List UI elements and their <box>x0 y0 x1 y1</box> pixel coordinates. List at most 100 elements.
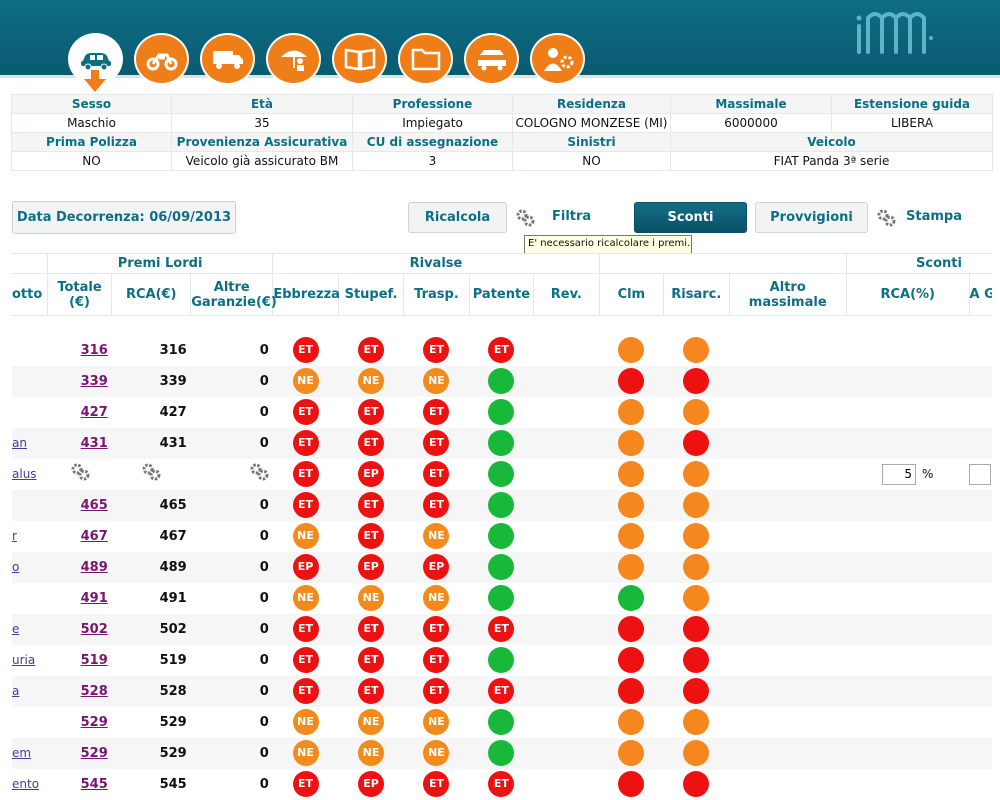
product-name-link[interactable]: an <box>12 435 27 450</box>
col-header-altro-massimale[interactable]: Altro massimale <box>729 273 847 316</box>
col-header-rca[interactable]: RCA(€) <box>111 273 192 316</box>
info-value-professione: Impiegato <box>352 113 513 133</box>
patente-indicator <box>488 585 515 611</box>
sconto-rca-cell <box>846 645 969 676</box>
product-name-link[interactable]: alus <box>12 466 37 481</box>
ebbrezza-cell: NE <box>272 365 339 397</box>
product-name-link[interactable]: em <box>12 745 32 760</box>
altre-cell: 0 <box>190 551 273 583</box>
sconto-altre-cell <box>969 613 992 645</box>
altre-calc-gear-icon[interactable] <box>191 459 273 490</box>
provvigioni-button[interactable]: Provvigioni <box>755 202 868 233</box>
total-link[interactable]: 489 <box>80 559 108 575</box>
altro-massimale-cell <box>729 737 847 769</box>
info-value-residenza: COLOGNO MONZESE (MI) <box>512 113 671 133</box>
product-name-link[interactable]: a <box>12 683 20 698</box>
rev-cell <box>534 397 600 428</box>
stupef-indicator: ET <box>358 430 384 456</box>
clm-cell <box>599 675 664 707</box>
patente-cell <box>469 707 533 738</box>
col-header-sconto-altre[interactable]: A Garan <box>969 273 992 316</box>
stupef-indicator: ET <box>358 678 384 704</box>
info-header-eta: Età <box>171 94 353 114</box>
table-row: 427 427 0 ET ET ET <box>12 397 992 428</box>
total-link[interactable]: 529 <box>80 714 108 730</box>
nav-tab-motorcycle[interactable] <box>134 33 189 85</box>
ebbrezza-cell: ET <box>273 397 338 428</box>
stupef-indicator: NE <box>358 585 384 611</box>
filtra-link[interactable]: Filtra <box>552 209 592 224</box>
col-header-risarc[interactable]: Risarc. <box>663 273 730 316</box>
rca-cell: 339 <box>111 365 191 397</box>
nav-tab-vehicles[interactable] <box>464 33 519 85</box>
total-calc-gear-icon[interactable] <box>47 459 111 490</box>
rca-calc-gear-icon[interactable] <box>112 459 191 490</box>
total-link[interactable]: 528 <box>80 683 108 699</box>
total-link[interactable]: 467 <box>80 528 108 544</box>
total-link[interactable]: 491 <box>80 590 108 606</box>
total-link[interactable]: 545 <box>80 776 108 792</box>
trasp-cell: NE <box>404 521 469 552</box>
product-name-link[interactable]: e <box>12 621 20 636</box>
sconti-button[interactable]: Sconti <box>634 202 747 233</box>
col-header-rev[interactable]: Rev. <box>533 273 600 316</box>
clm-cell <box>599 769 663 800</box>
trasp-indicator: NE <box>423 368 450 394</box>
total-link[interactable]: 339 <box>80 373 108 389</box>
ebbrezza-cell: ET <box>273 335 338 366</box>
product-name-link[interactable]: ento <box>12 776 40 791</box>
col-header-patente[interactable]: Patente <box>469 273 535 316</box>
col-header-trasp[interactable]: Trasp. <box>403 273 470 316</box>
nav-tab-book[interactable] <box>332 33 387 85</box>
product-name-link[interactable]: r <box>12 528 17 543</box>
ebbrezza-indicator: EP <box>292 554 319 580</box>
total-link[interactable]: 502 <box>80 621 108 637</box>
rca-cell: 431 <box>111 427 191 459</box>
ricalcola-button[interactable]: Ricalcola <box>408 202 507 233</box>
product-name-link[interactable]: o <box>12 559 20 574</box>
stampa-gear-icon[interactable] <box>876 208 896 232</box>
patente-cell: ET <box>469 769 533 800</box>
sconto-rca-cell <box>846 583 969 614</box>
total-link[interactable]: 465 <box>80 497 108 513</box>
patente-indicator <box>488 430 515 456</box>
sconto-altre-input[interactable] <box>969 463 992 485</box>
altre-cell: 0 <box>259 714 269 730</box>
nav-tab-person-protection[interactable] <box>266 33 321 85</box>
clm-indicator <box>618 709 645 735</box>
stupef-indicator: NE <box>358 740 384 766</box>
filtra-gear-icon[interactable] <box>515 208 535 232</box>
col-header-clm[interactable]: Clm <box>599 273 665 316</box>
nav-tab-truck[interactable] <box>200 33 255 85</box>
sconto-rca-input[interactable] <box>882 463 917 485</box>
col-header-stupef[interactable]: Stupef. <box>338 273 405 316</box>
altre-cell: 0 <box>190 365 273 397</box>
col-header-ebbrezza[interactable]: Ebbrezza <box>272 273 340 316</box>
sconto-altre-cell <box>969 489 992 521</box>
nav-tab-folder[interactable] <box>398 33 453 85</box>
clm-indicator <box>618 461 645 487</box>
rev-cell <box>534 707 600 738</box>
trasp-cell: ET <box>404 769 469 800</box>
col-header-sconto-rca[interactable]: RCA(%) <box>846 273 970 316</box>
total-link[interactable]: 427 <box>80 404 108 420</box>
trasp-indicator: ET <box>423 399 450 425</box>
table-row: uria 519 519 0 ET ET ET <box>12 645 992 676</box>
total-link[interactable]: 529 <box>80 745 108 761</box>
total-cell: 489 <box>47 551 112 583</box>
altro-massimale-cell <box>729 365 847 397</box>
stupef-indicator: ET <box>358 523 384 549</box>
total-link[interactable]: 519 <box>80 652 108 668</box>
col-header-totale[interactable]: Totale (€) <box>47 273 113 316</box>
percent-sign: % <box>922 467 934 481</box>
risarc-cell <box>663 427 729 459</box>
col-header-altre-garanzie[interactable]: Altre Garanzie(€) <box>190 273 277 316</box>
total-link[interactable]: 431 <box>80 435 108 451</box>
product-name-link[interactable]: uria <box>12 652 36 667</box>
stupef-cell: NE <box>338 737 404 769</box>
nav-tab-user-settings[interactable] <box>530 33 585 85</box>
col-header-prodotto[interactable]: otto <box>12 273 48 316</box>
stampa-link[interactable]: Stampa <box>906 209 962 224</box>
trasp-cell: ET <box>403 489 470 521</box>
total-link[interactable]: 316 <box>80 342 108 358</box>
